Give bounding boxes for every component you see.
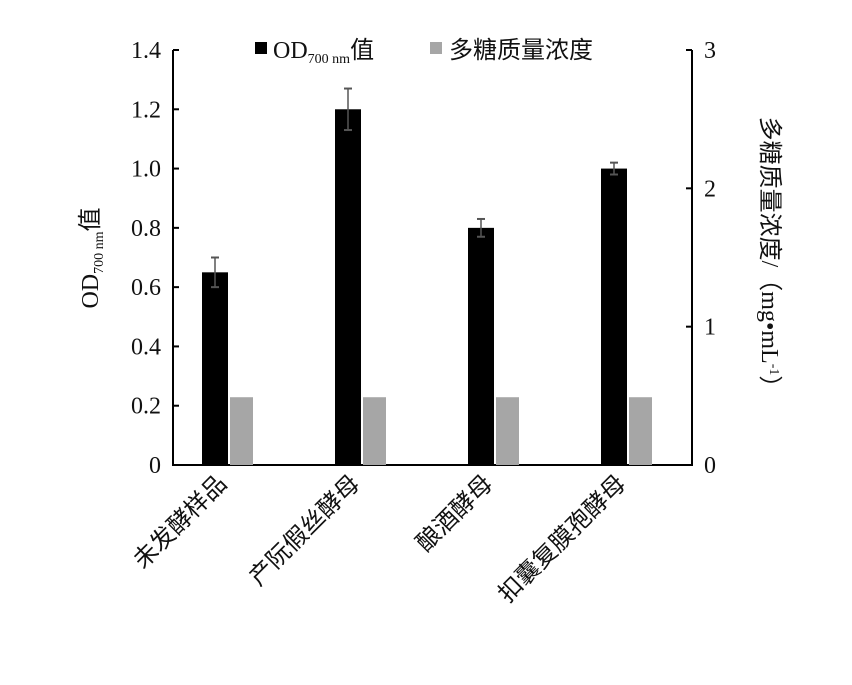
left-tick-label: 1.4 (131, 38, 161, 64)
category-label: 酿酒酵母 (411, 470, 498, 557)
category-label: 产阮假丝酵母 (244, 470, 365, 591)
y2-axis-label: 多糖质量浓度/（mg•mL-1） (756, 117, 783, 400)
category-label: 扣囊复膜孢酵母 (493, 470, 631, 608)
right-tick-label: 2 (704, 176, 716, 202)
legend-label-polysaccharide: 多糖质量浓度 (449, 37, 593, 64)
legend-label-od: OD700 nm值 (273, 37, 374, 67)
od-bar (335, 109, 361, 466)
left-tick-label: 0.2 (131, 394, 161, 420)
legend-swatch-polysaccharide (430, 42, 442, 54)
y-axis-label: OD700 nm值 (77, 207, 107, 308)
polysaccharide-bar (230, 397, 253, 465)
polysaccharide-bar (363, 397, 386, 465)
polysaccharide-bar (496, 397, 519, 465)
od-bar (601, 168, 627, 466)
right-tick-label: 1 (704, 315, 716, 341)
od-bar (468, 227, 494, 465)
left-tick-label: 1.2 (131, 97, 161, 123)
right-tick-label: 3 (704, 38, 716, 64)
left-tick-label: 0.8 (131, 216, 161, 242)
left-tick-label: 0.4 (131, 334, 161, 360)
od-bar (202, 272, 228, 465)
category-label: 未发酵样品 (128, 470, 232, 574)
legend-swatch-od (255, 42, 267, 54)
right-tick-label: 0 (704, 453, 716, 479)
left-tick-label: 0 (149, 453, 161, 479)
left-tick-label: 1.0 (131, 157, 161, 183)
left-tick-label: 0.6 (131, 275, 161, 301)
polysaccharide-bar (629, 397, 652, 465)
